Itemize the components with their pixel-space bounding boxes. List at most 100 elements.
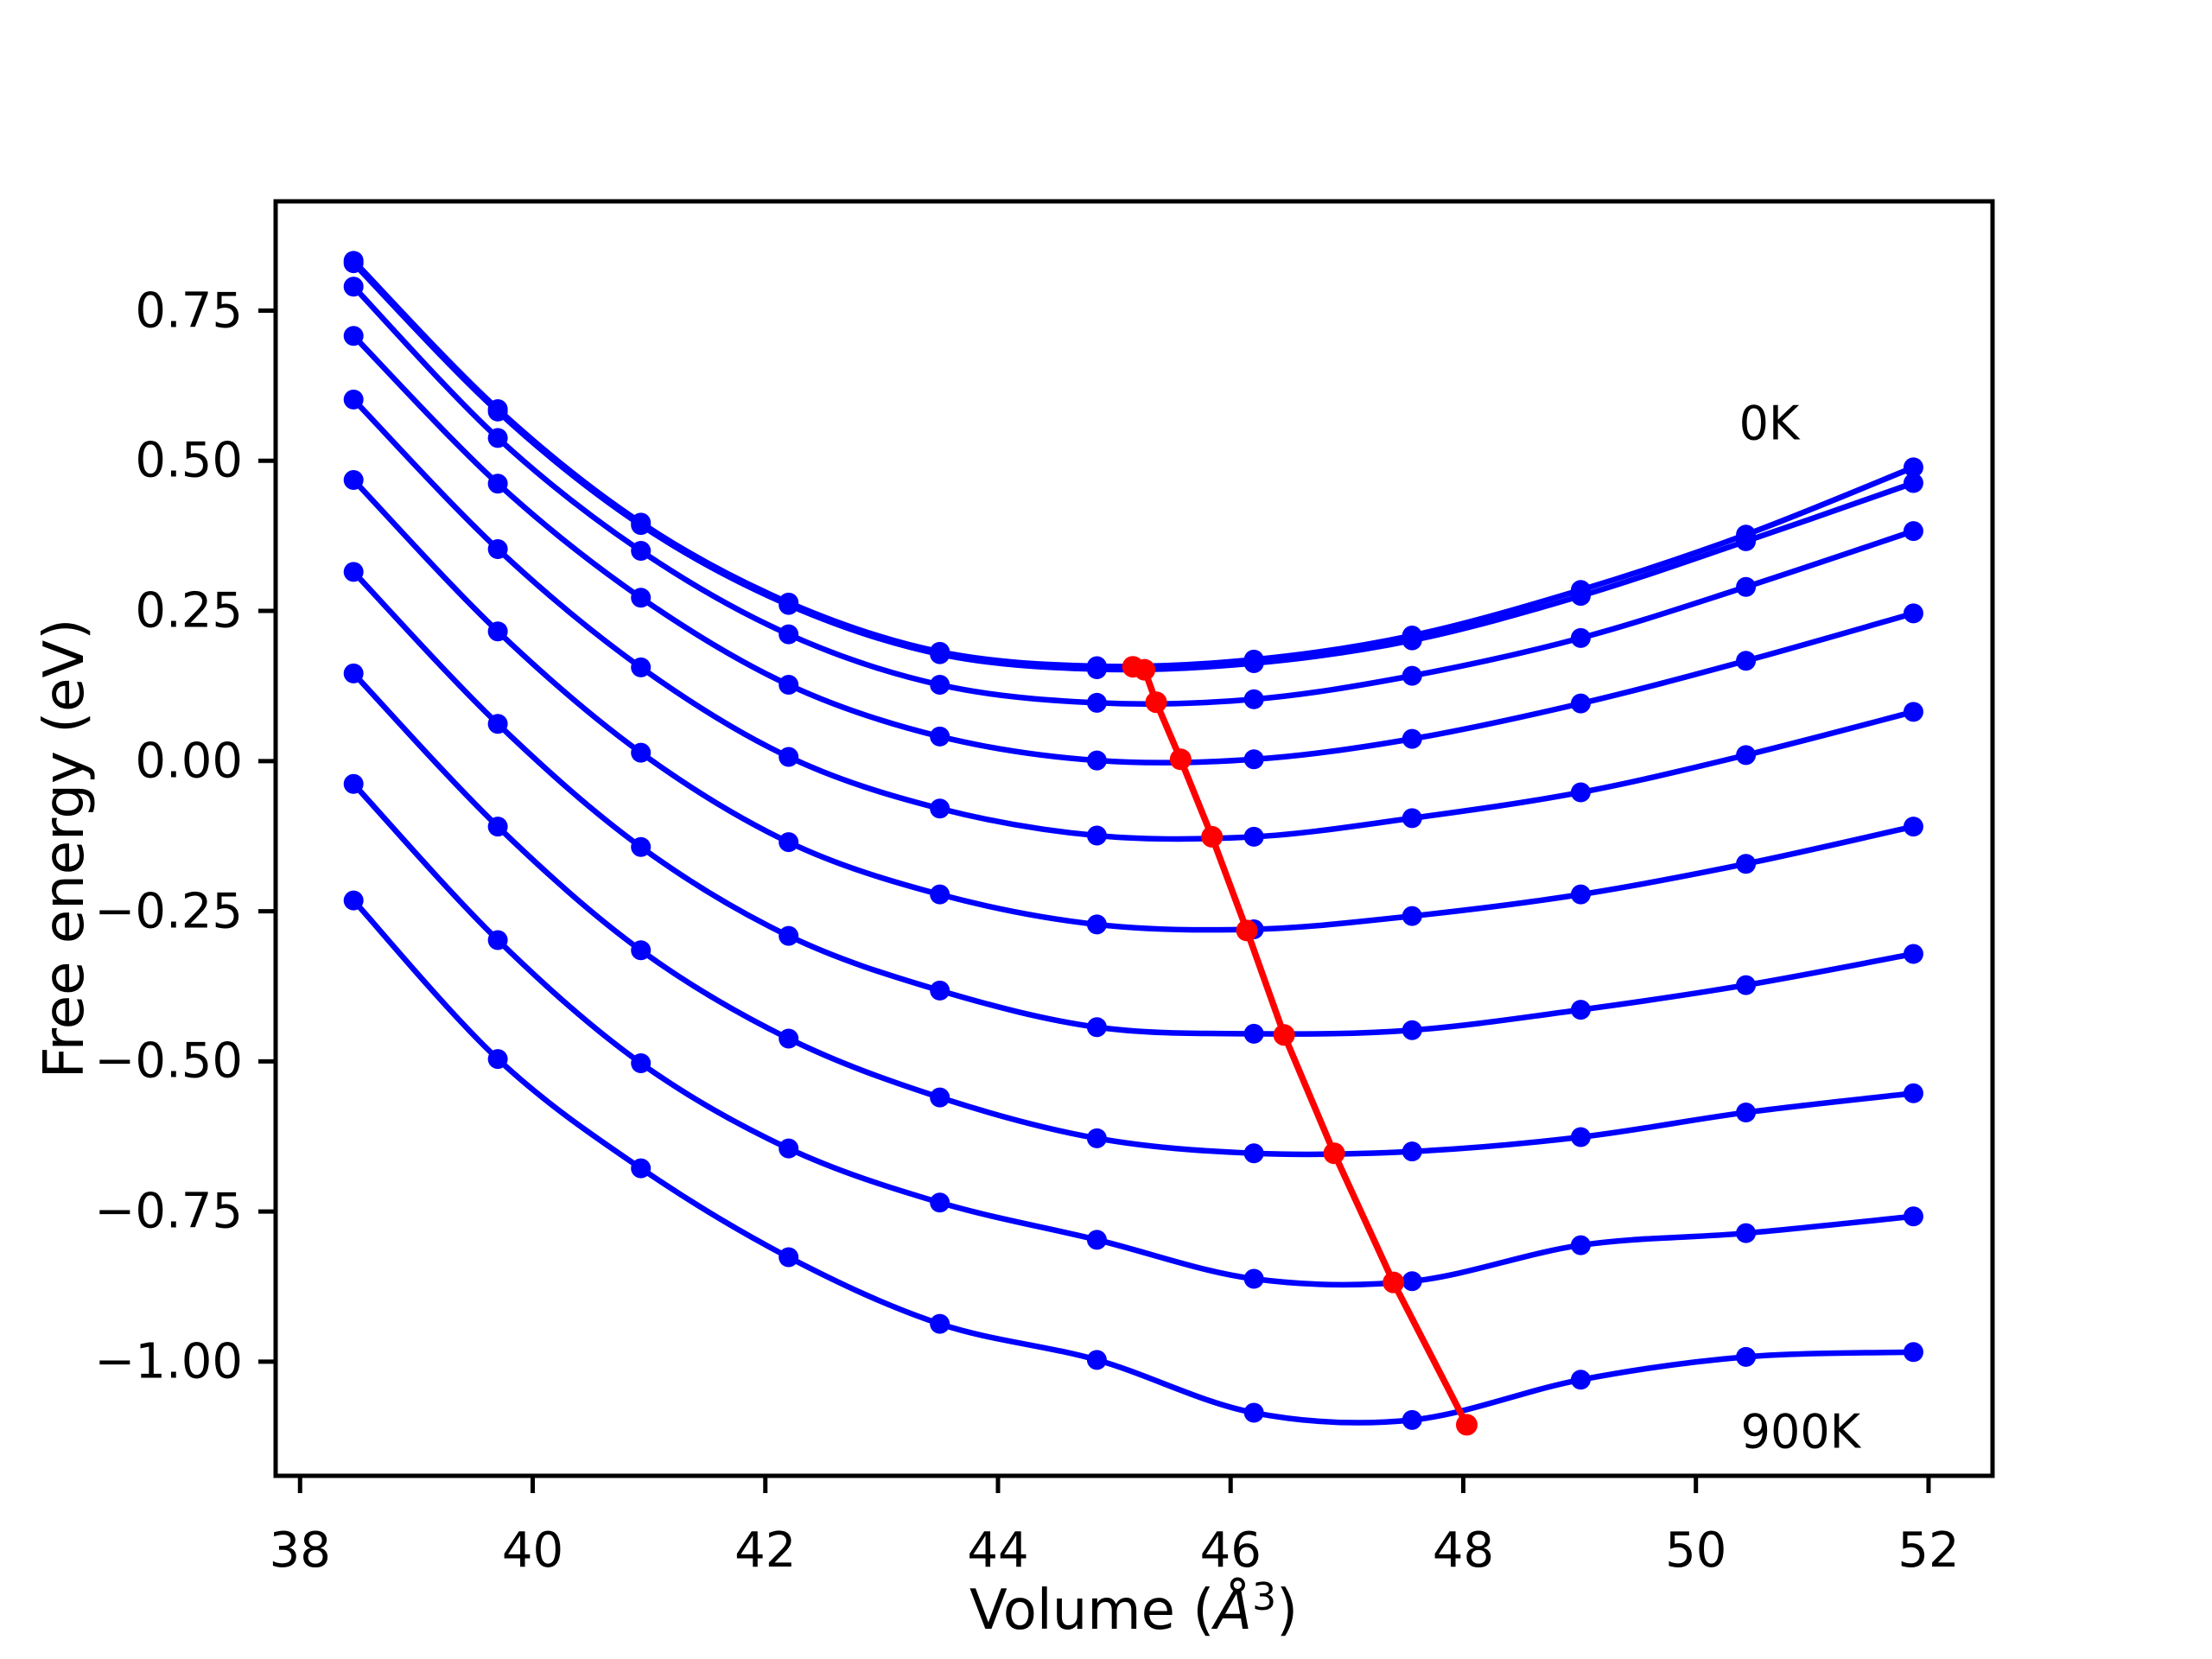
data-point-400K: [487, 538, 508, 559]
equilibrium-volume-line: [1129, 663, 1471, 1428]
equilibrium-point: [1236, 919, 1258, 942]
y-tick-label: −0.50: [94, 1033, 243, 1090]
data-point-300K: [1402, 728, 1422, 749]
data-point-100K: [1086, 658, 1107, 679]
data-point-700K: [631, 940, 652, 961]
data-point-700K: [487, 817, 508, 837]
data-point-900K: [1402, 1409, 1422, 1430]
data-point-100K: [1570, 586, 1591, 607]
data-point-200K: [779, 624, 799, 645]
data-point-400K: [930, 798, 950, 819]
data-point-100K: [343, 253, 364, 274]
data-point-200K: [1903, 521, 1923, 542]
y-tick-label: 0.00: [135, 733, 243, 790]
data-point-500K: [487, 621, 508, 642]
data-point-500K: [343, 470, 364, 491]
free-energy-curve-900K: [350, 897, 1916, 1426]
data-point-200K: [1402, 665, 1422, 686]
x-axis-label-prefix: Volume (: [969, 1579, 1215, 1643]
data-point-100K: [1402, 630, 1422, 651]
data-point-400K: [631, 657, 652, 677]
data-point-700K: [343, 663, 364, 683]
data-point-700K: [1570, 1127, 1591, 1147]
data-point-300K: [1243, 749, 1264, 770]
y-tick-label: 0.50: [135, 432, 243, 489]
data-point-300K: [1736, 651, 1757, 671]
data-point-900K: [1903, 1342, 1923, 1363]
y-tick-label: −0.75: [94, 1183, 243, 1240]
data-point-500K: [1903, 817, 1923, 837]
x-tick-label: 50: [1665, 1522, 1727, 1579]
y-tick-label: 0.25: [135, 582, 243, 639]
data-point-900K: [930, 1313, 950, 1334]
data-point-700K: [779, 1028, 799, 1049]
free-energy-curve-800K: [350, 780, 1916, 1288]
data-point-500K: [779, 832, 799, 853]
data-point-700K: [1903, 1083, 1923, 1103]
data-point-100K: [930, 644, 950, 664]
data-point-800K: [1243, 1268, 1264, 1289]
equilibrium-point: [1169, 748, 1192, 771]
data-point-800K: [1570, 1235, 1591, 1255]
data-point-900K: [1243, 1402, 1264, 1423]
data-point-700K: [1086, 1128, 1107, 1148]
equilibrium-point: [1382, 1271, 1405, 1294]
y-tick-label: −0.25: [94, 883, 243, 940]
data-point-300K: [1570, 693, 1591, 714]
data-point-400K: [1570, 782, 1591, 803]
data-point-900K: [343, 890, 364, 911]
x-tick-label: 44: [967, 1522, 1029, 1579]
data-point-900K: [1086, 1350, 1107, 1370]
data-point-600K: [1086, 1017, 1107, 1038]
data-point-500K: [631, 742, 652, 763]
data-point-400K: [1903, 702, 1923, 722]
equilibrium-point: [1134, 658, 1156, 681]
data-point-300K: [779, 675, 799, 696]
x-tick-label: 52: [1897, 1522, 1960, 1579]
data-point-800K: [1086, 1230, 1107, 1250]
data-point-600K: [1570, 1000, 1591, 1020]
data-point-200K: [1243, 689, 1264, 709]
data-point-700K: [1736, 1102, 1757, 1122]
free-energy-curve-600K: [350, 569, 1916, 1037]
data-point-400K: [1736, 745, 1757, 766]
data-point-900K: [779, 1247, 799, 1268]
data-point-300K: [1086, 750, 1107, 771]
data-point-800K: [487, 930, 508, 950]
x-tick-label: 40: [501, 1522, 564, 1579]
data-point-400K: [1086, 825, 1107, 846]
x-tick-label: 38: [269, 1522, 331, 1579]
data-point-400K: [779, 747, 799, 767]
data-point-700K: [1243, 1143, 1264, 1164]
data-point-800K: [1402, 1271, 1422, 1292]
equilibrium-point: [1145, 691, 1167, 714]
equilibrium-point: [1456, 1414, 1478, 1436]
data-point-0K: [1903, 457, 1923, 478]
x-tick-label: 48: [1432, 1522, 1495, 1579]
data-point-900K: [1736, 1346, 1757, 1367]
data-point-400K: [1402, 808, 1422, 829]
equilibrium-point: [1201, 825, 1224, 848]
data-point-300K: [930, 726, 950, 747]
data-point-100K: [631, 515, 652, 536]
data-point-600K: [487, 714, 508, 734]
data-point-400K: [343, 389, 364, 410]
data-point-200K: [343, 276, 364, 297]
data-point-600K: [1243, 1023, 1264, 1044]
data-point-100K: [1903, 473, 1923, 493]
data-point-900K: [487, 1049, 508, 1070]
x-axis-label: Volume (Å3): [969, 1575, 1298, 1643]
data-point-800K: [1736, 1223, 1757, 1243]
free-energy-curve-200K: [350, 283, 1916, 707]
data-point-200K: [1086, 692, 1107, 713]
data-point-500K: [1402, 906, 1422, 926]
x-tick-label: 42: [734, 1522, 797, 1579]
data-point-600K: [1736, 975, 1757, 995]
data-point-600K: [631, 836, 652, 857]
data-point-600K: [1402, 1020, 1422, 1040]
y-tick-label: −1.00: [94, 1333, 243, 1390]
data-point-500K: [930, 884, 950, 905]
axes-spines: [273, 199, 1995, 1478]
y-axis-label: Free energy (eV): [33, 618, 97, 1079]
